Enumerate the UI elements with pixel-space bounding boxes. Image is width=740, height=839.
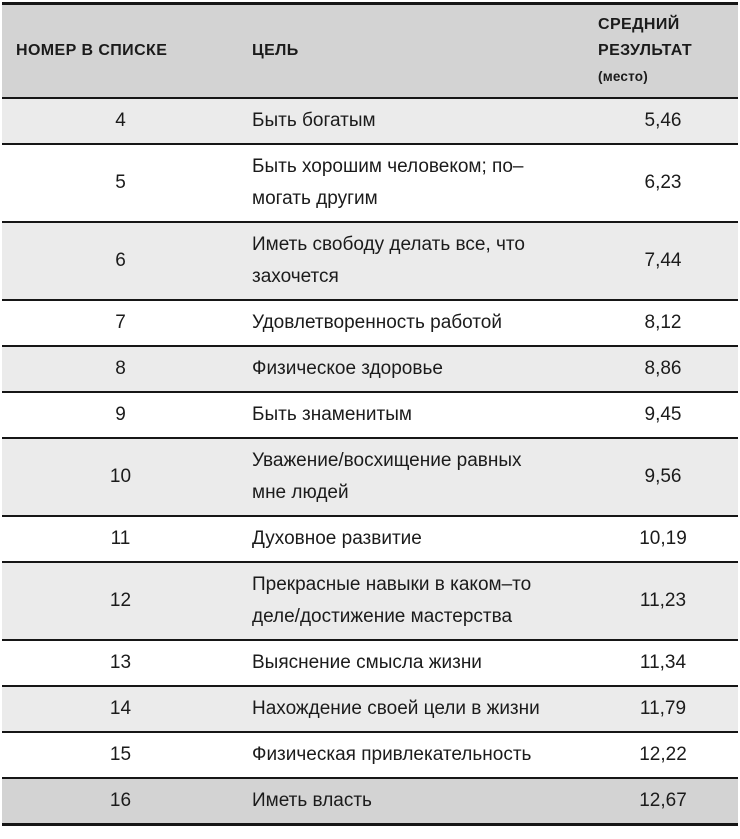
cell-goal: Нахождение своей цели в жизни	[239, 693, 588, 725]
goal-line: Иметь свободу делать все, что	[252, 234, 525, 255]
table-row: 15 Физическая привлекательность 12,22	[2, 731, 738, 777]
cell-result: 8,12	[644, 312, 682, 333]
goal-line: захочется	[252, 266, 339, 287]
cell-goal: Иметь свободу делать все, что захочется	[239, 229, 588, 293]
goal-line: Выяснение смысла жизни	[252, 652, 482, 673]
column-header-result-line2: РЕЗУЛЬТАТ	[598, 42, 693, 59]
cell-goal: Быть хорошим человеком; по– могать другим	[239, 151, 588, 215]
goal-line: Иметь власть	[252, 790, 372, 811]
cell-result: 11,23	[639, 590, 687, 611]
cell-number: 14	[109, 698, 132, 719]
cell-number: 4	[115, 110, 126, 131]
cell-number: 16	[109, 790, 132, 811]
table-row: 14 Нахождение своей цели в жизни 11,79	[2, 685, 738, 731]
cell-result: 8,86	[644, 358, 682, 379]
cell-number: 5	[115, 172, 126, 193]
cell-number: 8	[115, 358, 126, 379]
cell-goal: Прекрасные навыки в каком–то деле/достиже…	[239, 569, 588, 633]
table-row: 6 Иметь свободу делать все, что захочется…	[2, 221, 738, 299]
goal-line: Духовное развитие	[252, 528, 422, 549]
cell-result: 5,46	[644, 110, 682, 131]
goal-line: мне людей	[252, 482, 349, 503]
cell-goal: Уважение/восхищение равных мне людей	[239, 445, 588, 509]
cell-goal: Физическое здоровье	[239, 353, 588, 385]
cell-goal: Физическая привлекательность	[239, 739, 588, 771]
cell-result: 11,79	[639, 698, 687, 719]
cell-number: 10	[109, 466, 132, 487]
cell-result: 11,34	[639, 652, 687, 673]
column-header-result-line1: СРЕДНИЙ	[598, 16, 680, 33]
goal-line: Физическое здоровье	[252, 358, 443, 379]
cell-number: 9	[115, 404, 126, 425]
goals-ranking-table: НОМЕР В СПИСКЕ ЦЕЛЬ СРЕДНИЙ РЕЗУЛЬТАТ (м…	[2, 2, 738, 826]
cell-goal: Быть богатым	[239, 105, 588, 137]
table-row: 5 Быть хорошим человеком; по– могать друг…	[2, 143, 738, 221]
table-row: 12 Прекрасные навыки в каком–то деле/дост…	[2, 561, 738, 639]
cell-number: 12	[109, 590, 132, 611]
table-row: 16 Иметь власть 12,67	[2, 777, 738, 823]
cell-result: 9,45	[644, 404, 682, 425]
column-header-number: НОМЕР В СПИСКЕ	[16, 42, 168, 59]
goal-line: Физическая привлекательность	[252, 744, 532, 765]
cell-number: 15	[109, 744, 132, 765]
cell-number: 11	[110, 528, 131, 549]
cell-goal: Выяснение смысла жизни	[239, 647, 588, 679]
goal-line: Нахождение своей цели в жизни	[252, 698, 540, 719]
goal-line: Прекрасные навыки в каком–то	[252, 574, 532, 595]
goal-line: Уважение/восхищение равных	[252, 450, 522, 471]
goal-line: Быть знаменитым	[252, 404, 412, 425]
table-body: 4 Быть богатым 5,46 5 Быть хорошим челов…	[2, 97, 738, 823]
table-row: 4 Быть богатым 5,46	[2, 97, 738, 143]
column-header-goal: ЦЕЛЬ	[252, 42, 299, 59]
cell-result: 12,67	[639, 790, 687, 811]
column-header-result: СРЕДНИЙ РЕЗУЛЬТАТ (место)	[588, 12, 738, 90]
cell-number: 13	[109, 652, 132, 673]
table-row: 13 Выяснение смысла жизни 11,34	[2, 639, 738, 685]
cell-result: 7,44	[644, 250, 682, 271]
goal-line: деле/достижение мастерства	[252, 606, 513, 627]
cell-goal: Иметь власть	[239, 785, 588, 817]
table-row: 9 Быть знаменитым 9,45	[2, 391, 738, 437]
cell-result: 10,19	[639, 528, 687, 549]
goal-line: Быть богатым	[252, 110, 376, 131]
cell-result: 12,22	[639, 744, 687, 765]
goal-line: Быть хорошим человеком; по–	[252, 156, 524, 177]
table-header-row: НОМЕР В СПИСКЕ ЦЕЛЬ СРЕДНИЙ РЕЗУЛЬТАТ (м…	[2, 5, 738, 97]
cell-number: 7	[115, 312, 126, 333]
cell-goal: Духовное развитие	[239, 523, 588, 555]
table-row: 11 Духовное развитие 10,19	[2, 515, 738, 561]
cell-goal: Быть знаменитым	[239, 399, 588, 431]
column-header-result-unit: (место)	[598, 69, 648, 84]
goal-line: Удовлетворенность работой	[252, 312, 502, 333]
table-row: 8 Физическое здоровье 8,86	[2, 345, 738, 391]
cell-number: 6	[115, 250, 126, 271]
cell-result: 9,56	[644, 466, 682, 487]
cell-result: 6,23	[644, 172, 682, 193]
table-row: 7 Удовлетворенность работой 8,12	[2, 299, 738, 345]
table-row: 10 Уважение/восхищение равных мне людей 9…	[2, 437, 738, 515]
goal-line: могать другим	[252, 188, 378, 209]
cell-goal: Удовлетворенность работой	[239, 307, 588, 339]
